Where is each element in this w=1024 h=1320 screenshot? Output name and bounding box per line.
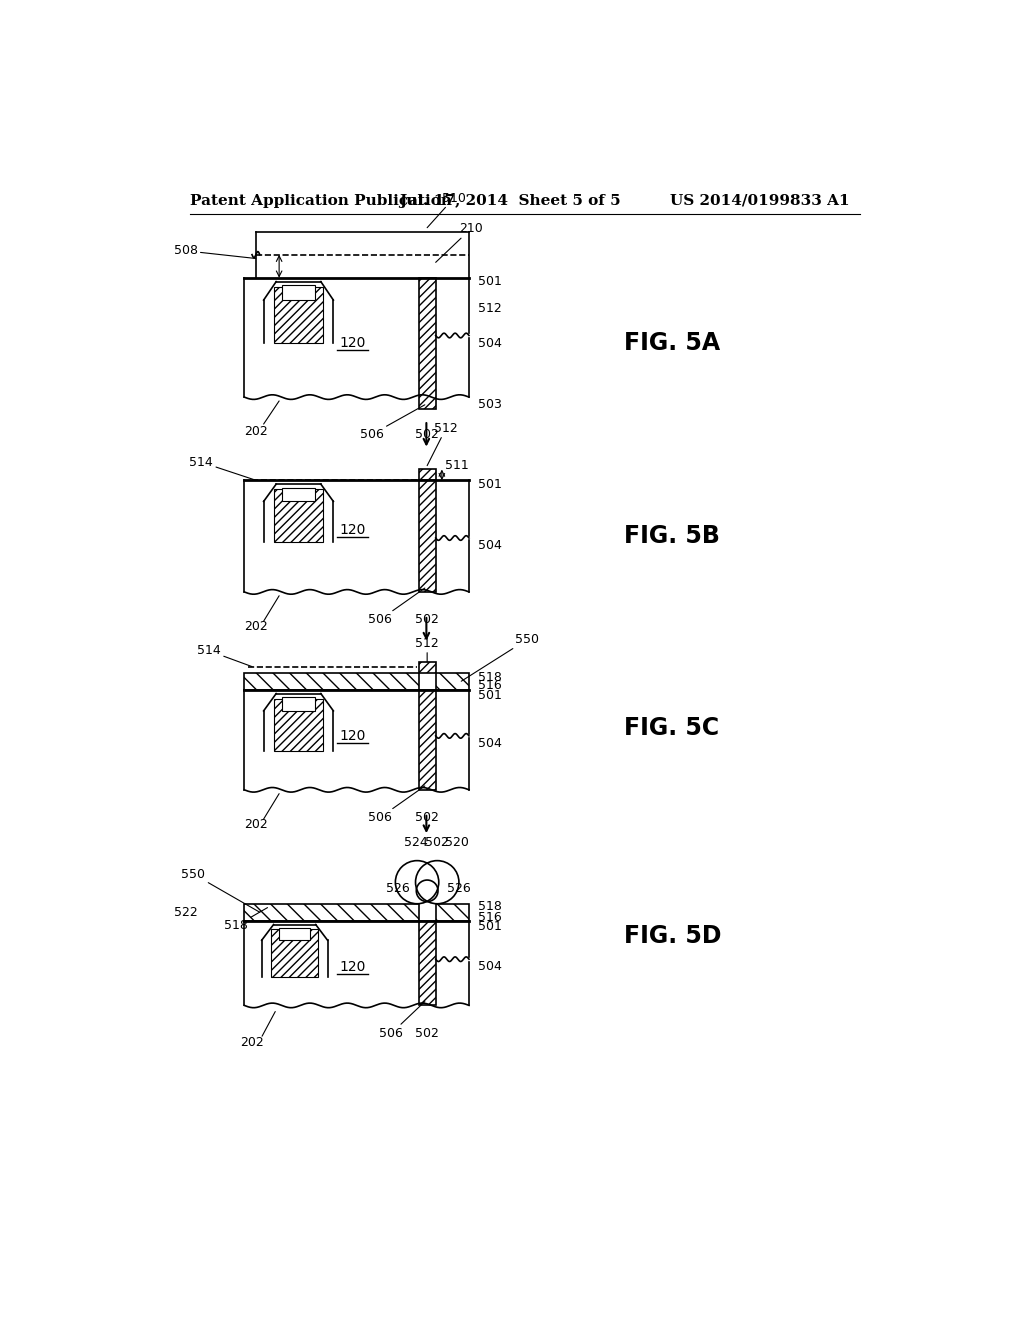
Text: 120: 120 — [340, 337, 366, 350]
Text: 512: 512 — [427, 422, 458, 466]
Text: 502: 502 — [415, 428, 439, 441]
Text: 526: 526 — [446, 882, 470, 895]
Text: 502: 502 — [415, 614, 439, 627]
Text: 518: 518 — [224, 908, 267, 932]
Text: 512: 512 — [416, 638, 439, 651]
Bar — [419, 470, 435, 480]
Text: 518: 518 — [478, 671, 502, 684]
Text: 120: 120 — [340, 523, 366, 537]
Text: 506: 506 — [379, 1002, 425, 1040]
Bar — [435, 673, 469, 689]
Bar — [283, 697, 314, 711]
Text: 522: 522 — [174, 906, 198, 919]
Text: 501: 501 — [478, 275, 502, 288]
Text: 524: 524 — [403, 836, 427, 849]
Bar — [271, 929, 318, 977]
Bar — [273, 698, 324, 751]
Text: 120: 120 — [340, 960, 366, 974]
Text: 504: 504 — [478, 337, 502, 350]
Bar — [419, 921, 435, 1006]
Text: 550: 550 — [181, 867, 260, 912]
Text: 526: 526 — [386, 882, 410, 895]
Text: 502: 502 — [415, 812, 439, 825]
Text: 506: 506 — [368, 589, 425, 627]
Text: 202: 202 — [244, 620, 267, 634]
Text: 202: 202 — [244, 818, 267, 832]
Text: 501: 501 — [478, 920, 502, 933]
Text: 501: 501 — [478, 689, 502, 702]
Text: 504: 504 — [478, 961, 502, 973]
Text: 202: 202 — [240, 1036, 264, 1049]
Text: 511: 511 — [445, 459, 469, 473]
Text: 512: 512 — [478, 302, 502, 315]
Text: 502: 502 — [415, 1027, 439, 1040]
Bar — [273, 490, 324, 543]
Bar — [245, 904, 419, 921]
Text: 520: 520 — [445, 836, 469, 849]
Text: 516: 516 — [478, 680, 502, 693]
Text: 210: 210 — [435, 222, 482, 263]
Text: 510: 510 — [427, 191, 466, 227]
Bar — [435, 904, 469, 921]
Bar — [419, 277, 435, 409]
Text: 516: 516 — [478, 911, 502, 924]
Bar — [419, 480, 435, 591]
Text: FIG. 5A: FIG. 5A — [624, 331, 720, 355]
Text: 506: 506 — [359, 405, 425, 441]
Bar — [419, 663, 435, 673]
Text: Jul. 17, 2014  Sheet 5 of 5: Jul. 17, 2014 Sheet 5 of 5 — [399, 194, 621, 207]
Text: 514: 514 — [189, 455, 256, 480]
Text: 518: 518 — [478, 900, 502, 913]
Text: 508: 508 — [174, 244, 256, 259]
Text: US 2014/0199833 A1: US 2014/0199833 A1 — [671, 194, 850, 207]
Bar — [419, 689, 435, 789]
Text: 550: 550 — [461, 632, 540, 681]
Text: 506: 506 — [368, 785, 425, 825]
Bar — [273, 288, 324, 343]
Text: 502: 502 — [425, 836, 449, 849]
Text: 504: 504 — [478, 737, 502, 750]
Text: 504: 504 — [478, 539, 502, 552]
Text: 501: 501 — [478, 478, 502, 491]
Bar — [280, 928, 310, 940]
Text: 120: 120 — [340, 729, 366, 743]
Bar — [283, 285, 314, 300]
Text: FIG. 5D: FIG. 5D — [624, 924, 722, 948]
Text: 202: 202 — [244, 425, 267, 438]
Text: FIG. 5B: FIG. 5B — [624, 524, 720, 548]
Text: 514: 514 — [198, 644, 252, 667]
Bar — [245, 673, 419, 689]
Text: FIG. 5C: FIG. 5C — [624, 717, 719, 741]
Text: 503: 503 — [478, 399, 502, 412]
Text: Patent Application Publication: Patent Application Publication — [190, 194, 452, 207]
Bar — [283, 487, 314, 502]
